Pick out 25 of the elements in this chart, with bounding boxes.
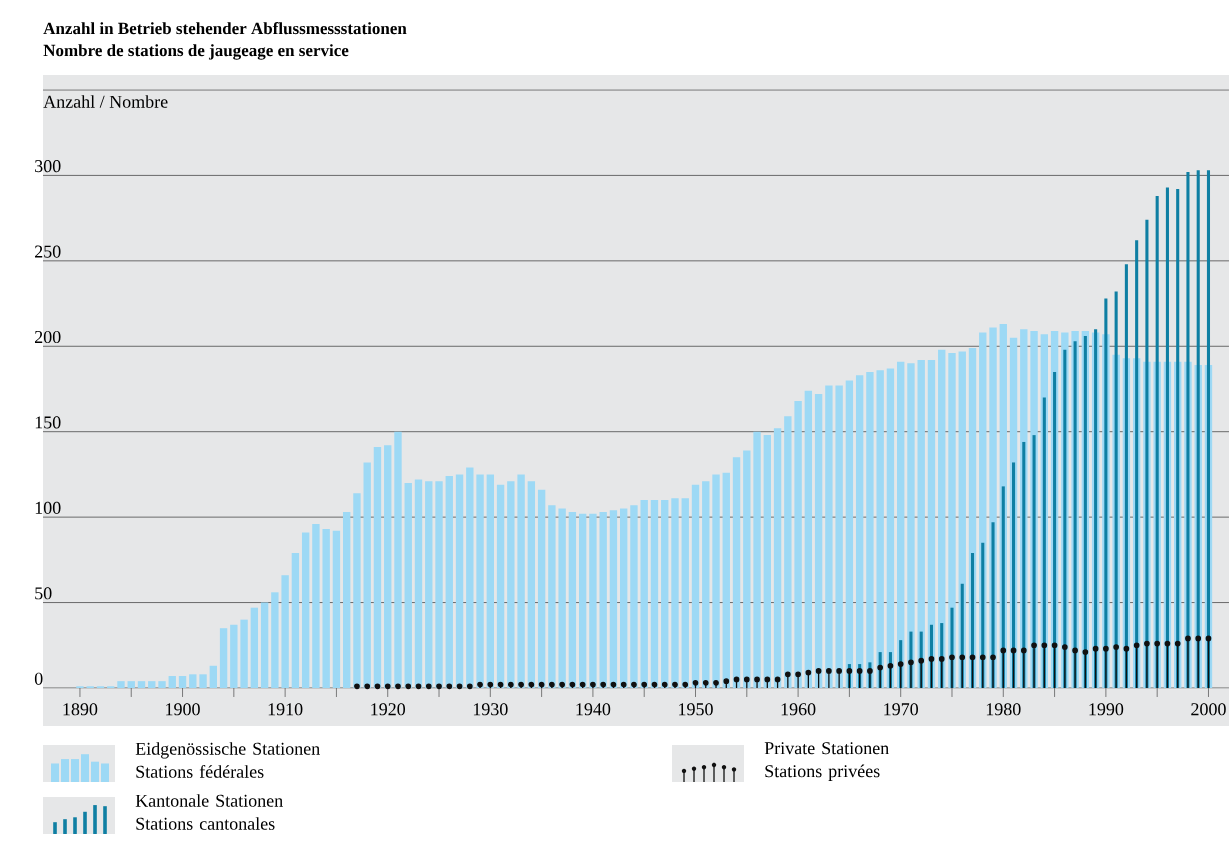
- x-tick-label: 1920: [371, 703, 406, 716]
- y-tick-label: 100: [35, 501, 61, 514]
- y-axis-title: Anzahl / Nombre: [43, 95, 168, 108]
- x-tick-label: 1910: [268, 703, 303, 716]
- legend-label: Kantonale Stationen Stations cantonales: [135, 794, 283, 830]
- x-tick-label: 1890: [63, 703, 98, 716]
- x-tick-label: 1930: [473, 703, 508, 716]
- chart-title: Anzahl in Betrieb stehender Abflussmessstationen: [43, 22, 407, 35]
- x-tick-label: 1940: [576, 703, 611, 716]
- legend-label: Eidgenössische Stationen Stations fédérales: [135, 742, 320, 778]
- y-tick-label: 300: [35, 160, 61, 173]
- y-tick-label: 50: [35, 587, 52, 600]
- y-tick-label: 200: [35, 330, 61, 344]
- x-tick-label: 1970: [884, 703, 919, 716]
- y-tick-label: 150: [35, 416, 61, 429]
- x-tick-label: 1990: [1089, 703, 1124, 716]
- chart-subtitle: Nombre de stations de jaugeage en service: [43, 44, 349, 60]
- x-tick-label: 2000: [1191, 703, 1226, 716]
- y-tick-label: 0: [34, 672, 43, 685]
- x-tick-label: 1980: [986, 703, 1021, 716]
- x-tick-label: 1950: [679, 703, 713, 716]
- y-tick-label: 250: [35, 245, 61, 258]
- x-tick-label: 1960: [781, 703, 816, 716]
- legend-label: Private Stationen Stations privées: [764, 742, 889, 781]
- x-tick-label: 1900: [166, 703, 200, 716]
